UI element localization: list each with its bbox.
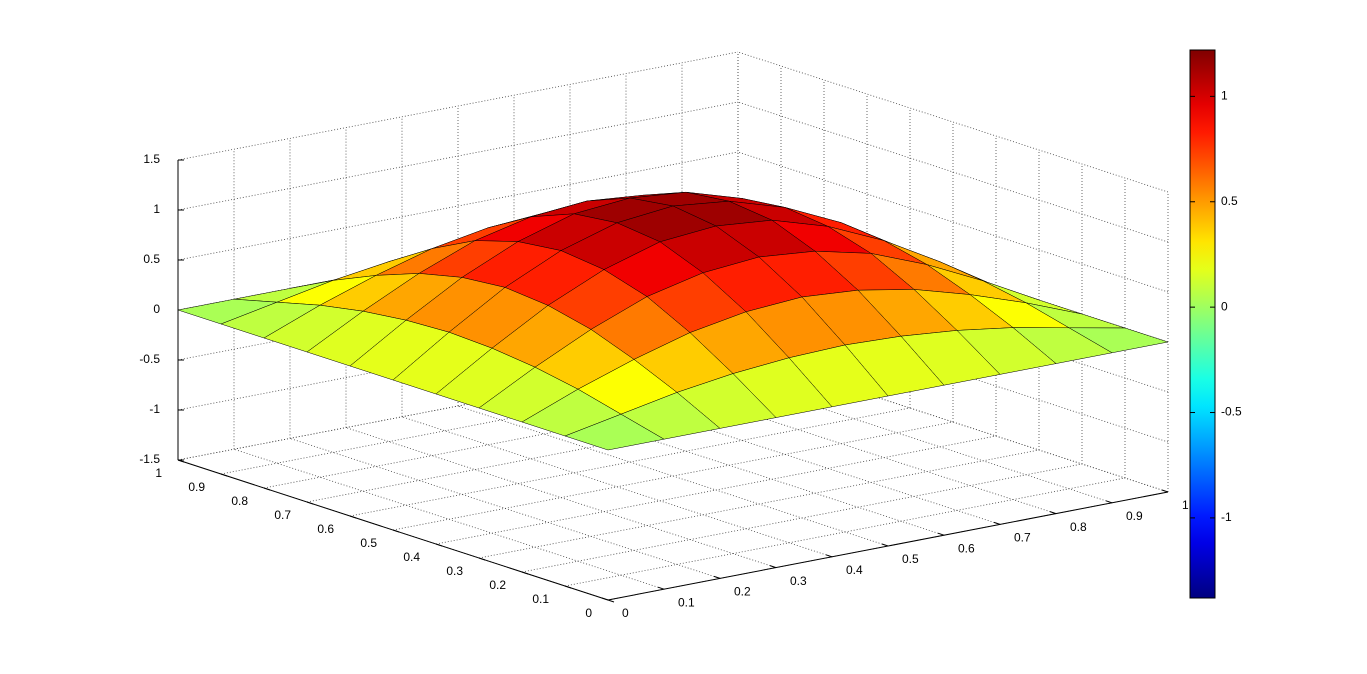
y-tick <box>177 459 185 463</box>
y-tick-label: 0.9 <box>188 480 205 494</box>
x-tick-label: 0.7 <box>1014 531 1031 545</box>
y-tick <box>521 571 529 575</box>
y-tick <box>564 585 572 589</box>
x-tick-label: 0.8 <box>1070 520 1087 534</box>
x-tick <box>769 565 777 569</box>
grid-line <box>737 151 1169 293</box>
grid-line <box>564 477 1126 587</box>
z-tick-label: 1.5 <box>143 152 160 166</box>
grid-line <box>737 251 1169 393</box>
y-tick-label: 0 <box>585 606 592 620</box>
surface <box>177 191 1169 451</box>
x-tick-label: 0.2 <box>734 585 751 599</box>
surface-patch <box>564 413 665 451</box>
z-tick-label: 0.5 <box>143 252 160 266</box>
grid-line <box>457 405 889 547</box>
grid-line <box>349 407 911 517</box>
x-tick <box>601 597 609 601</box>
grid-line <box>681 362 1113 504</box>
x-tick <box>993 521 1001 525</box>
z-tick-label: -1.5 <box>139 452 160 466</box>
grid-line <box>521 463 1083 573</box>
y-tick-label: 0.5 <box>360 536 377 550</box>
grid-line <box>435 435 997 545</box>
grid-line <box>737 301 1169 443</box>
grid-line <box>345 427 777 568</box>
grid-line <box>289 438 721 579</box>
x-tick <box>1049 511 1057 515</box>
y-tick-label: 0.8 <box>231 494 248 508</box>
colorbar-tick-label: -0.5 <box>1221 405 1242 419</box>
y-tick-label: 0.7 <box>274 508 291 522</box>
colorbar-tick-label: -1 <box>1221 510 1232 524</box>
grid-line <box>177 151 739 261</box>
y-tick <box>607 599 615 603</box>
y-tick <box>306 501 314 505</box>
x-tick-label: 0.9 <box>1126 509 1143 523</box>
grid-line <box>220 365 782 475</box>
y-tick-label: 0.4 <box>403 550 420 564</box>
grid-line <box>737 351 1169 493</box>
z-tick-label: 1 <box>153 202 160 216</box>
y-tick <box>349 515 357 519</box>
colorbar: -1 -0.5 0 0.5 1 <box>1189 49 1242 599</box>
grid-line <box>306 393 868 503</box>
x-tick-label: 0.5 <box>902 552 919 566</box>
grid-line <box>737 51 1169 193</box>
grid-line <box>625 373 1057 514</box>
y-tick <box>435 543 443 547</box>
y-tick-label: 0.2 <box>489 578 506 592</box>
x-tick <box>825 554 833 558</box>
grid-line <box>737 101 1169 243</box>
grid-line <box>392 421 954 531</box>
y-tick <box>263 487 271 491</box>
x-tick <box>713 575 721 579</box>
grid-line <box>177 351 739 461</box>
grid-line <box>513 394 945 536</box>
grid-line <box>177 101 739 211</box>
colorbar-body <box>1189 49 1216 599</box>
x-tick-label: 0.3 <box>790 574 807 588</box>
x-tick <box>1161 489 1169 493</box>
x-tick <box>1105 500 1113 504</box>
grid-line <box>478 449 1040 559</box>
x-tick-label: 0.1 <box>678 595 695 609</box>
y-tick-label: 0.1 <box>532 592 549 606</box>
x-tick <box>881 543 889 547</box>
x-tick-label: 0 <box>622 606 629 620</box>
y-tick-label: 0.3 <box>446 564 463 578</box>
grid-line <box>233 448 665 590</box>
grid-line <box>401 416 833 558</box>
x-tick <box>657 586 665 590</box>
z-tick-label: 0 <box>153 302 160 316</box>
colorbar-tick-label: 0 <box>1221 299 1228 313</box>
x-tick <box>937 532 945 536</box>
z-tick-label: -1 <box>149 402 160 416</box>
y-tick <box>392 529 400 533</box>
z-tick-label: -0.5 <box>139 352 160 366</box>
y-tick <box>220 473 228 477</box>
grid-line <box>569 384 1001 525</box>
x-tick-label: 0.4 <box>846 563 863 577</box>
y-tick-label: 0.6 <box>317 522 334 536</box>
y-tick-label: 1 <box>155 466 162 480</box>
x-tick-label: 0.6 <box>958 541 975 555</box>
colorbar-tick-label: 1 <box>1221 89 1228 103</box>
x-tick-label: 1 <box>1182 498 1189 512</box>
colorbar-tick-label: 0.5 <box>1221 194 1238 208</box>
grid-line <box>177 51 739 161</box>
grid-line <box>263 379 825 489</box>
y-tick <box>478 557 486 561</box>
